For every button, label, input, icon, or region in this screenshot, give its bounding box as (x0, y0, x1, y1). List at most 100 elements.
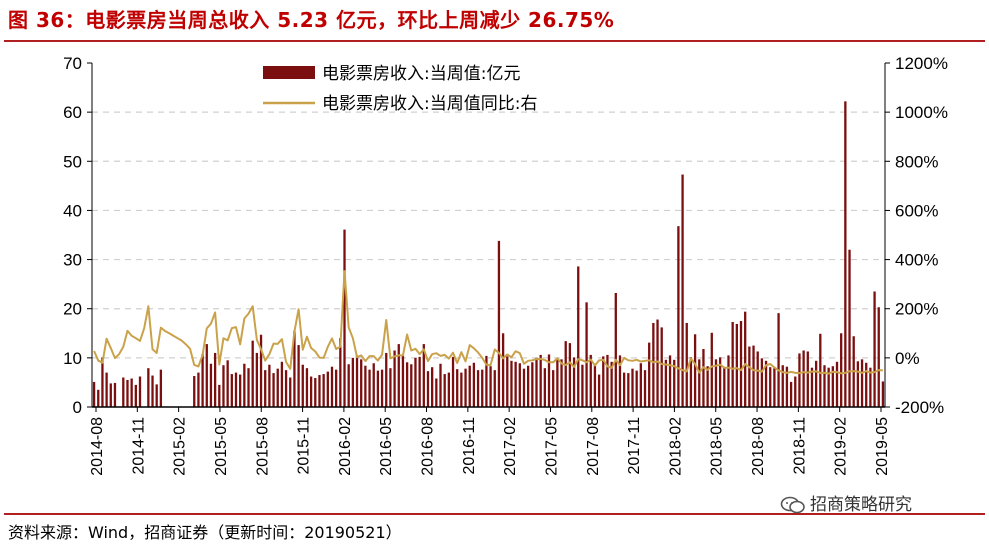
bar (159, 369, 163, 407)
x-tick-label: 2016-02 (337, 417, 354, 476)
bar (472, 362, 476, 407)
left-tick-label: 0 (73, 398, 82, 417)
bar (840, 333, 843, 407)
chart-legend: 电影票房收入:当周值:亿元 电影票房收入:当周值同比:右 (263, 64, 537, 114)
right-tick-label: 600% (895, 201, 938, 220)
bar (234, 372, 238, 407)
bar (831, 366, 834, 407)
bar (693, 334, 697, 407)
bar (827, 367, 830, 407)
bar (606, 354, 609, 407)
bar (397, 344, 400, 407)
legend-bar-label: 电影票房收入:当周值:亿元 (322, 64, 520, 84)
right-tick-label: 0% (895, 349, 920, 368)
bar (773, 368, 776, 407)
bar (130, 378, 133, 407)
bar (869, 367, 872, 407)
x-tick-label: 2016-05 (378, 417, 395, 476)
bar (731, 321, 734, 407)
bar (213, 352, 217, 407)
bar (848, 249, 851, 407)
bar (264, 370, 267, 407)
bar (268, 364, 271, 407)
x-ticks: 2014-08 2014-11 2015-02 2015-05 2015-08 2015-… (89, 407, 891, 476)
bar (376, 370, 380, 407)
bar (138, 376, 142, 407)
bar (543, 368, 546, 407)
right-tick-label: 400% (895, 251, 938, 270)
x-tick-label: 2015-05 (213, 417, 230, 476)
bar (527, 365, 530, 407)
bar (405, 362, 409, 407)
bar (301, 364, 304, 407)
bar (314, 378, 317, 407)
bar (360, 359, 363, 407)
bar (739, 321, 743, 407)
bar (380, 369, 384, 407)
bar (218, 384, 221, 407)
left-tick-label: 10 (63, 349, 82, 368)
x-tick-label: 2017-11 (626, 417, 643, 475)
bar (330, 366, 334, 407)
bar (205, 344, 208, 407)
x-tick-label: 2018-02 (667, 417, 684, 476)
left-y-ticks: 0 10 20 30 40 50 60 70 (63, 54, 92, 417)
chart-axes (91, 63, 886, 408)
bar (552, 370, 555, 407)
bar (627, 373, 630, 407)
bar (810, 367, 814, 407)
bar (518, 363, 521, 407)
bar (706, 366, 709, 407)
bar (201, 353, 204, 407)
bar (664, 359, 668, 407)
bar (748, 346, 751, 407)
bar (639, 363, 642, 407)
x-tick-label: 2014-11 (130, 417, 147, 475)
x-tick-label: 2018-05 (709, 417, 726, 476)
bar (426, 371, 430, 407)
bar (147, 368, 150, 407)
bar (389, 368, 392, 407)
bar (577, 266, 580, 407)
bar (685, 322, 688, 407)
bar (322, 374, 325, 407)
bar (284, 370, 288, 407)
bar (460, 372, 463, 407)
bar (589, 354, 592, 407)
bar (151, 375, 154, 407)
bar (351, 357, 355, 407)
bar (752, 345, 755, 407)
bar (881, 381, 885, 407)
bar (276, 368, 279, 407)
bar (547, 354, 551, 407)
x-tick-label: 2019-02 (833, 417, 850, 476)
right-tick-label: 200% (895, 300, 938, 319)
bar (860, 359, 864, 407)
bar (476, 370, 480, 407)
left-tick-label: 50 (63, 152, 82, 171)
bar (339, 338, 342, 407)
bar (714, 359, 718, 407)
x-tick-label: 2016-08 (420, 417, 437, 476)
bar (564, 341, 567, 407)
bar (643, 370, 647, 407)
bar (560, 359, 563, 407)
bar (689, 357, 693, 407)
bar (197, 372, 200, 407)
bar (514, 361, 517, 407)
bar (489, 366, 492, 407)
bar (789, 381, 793, 407)
bar (226, 360, 229, 407)
bar (823, 365, 826, 407)
bar (393, 350, 396, 407)
bar (326, 371, 329, 407)
bar (418, 356, 421, 407)
bar (222, 365, 225, 407)
bar (497, 240, 501, 407)
bar (247, 368, 250, 407)
bar (372, 363, 375, 407)
bar (92, 381, 96, 407)
x-tick-label: 2016-11 (461, 417, 478, 475)
bar (510, 360, 513, 407)
bar (134, 384, 137, 407)
